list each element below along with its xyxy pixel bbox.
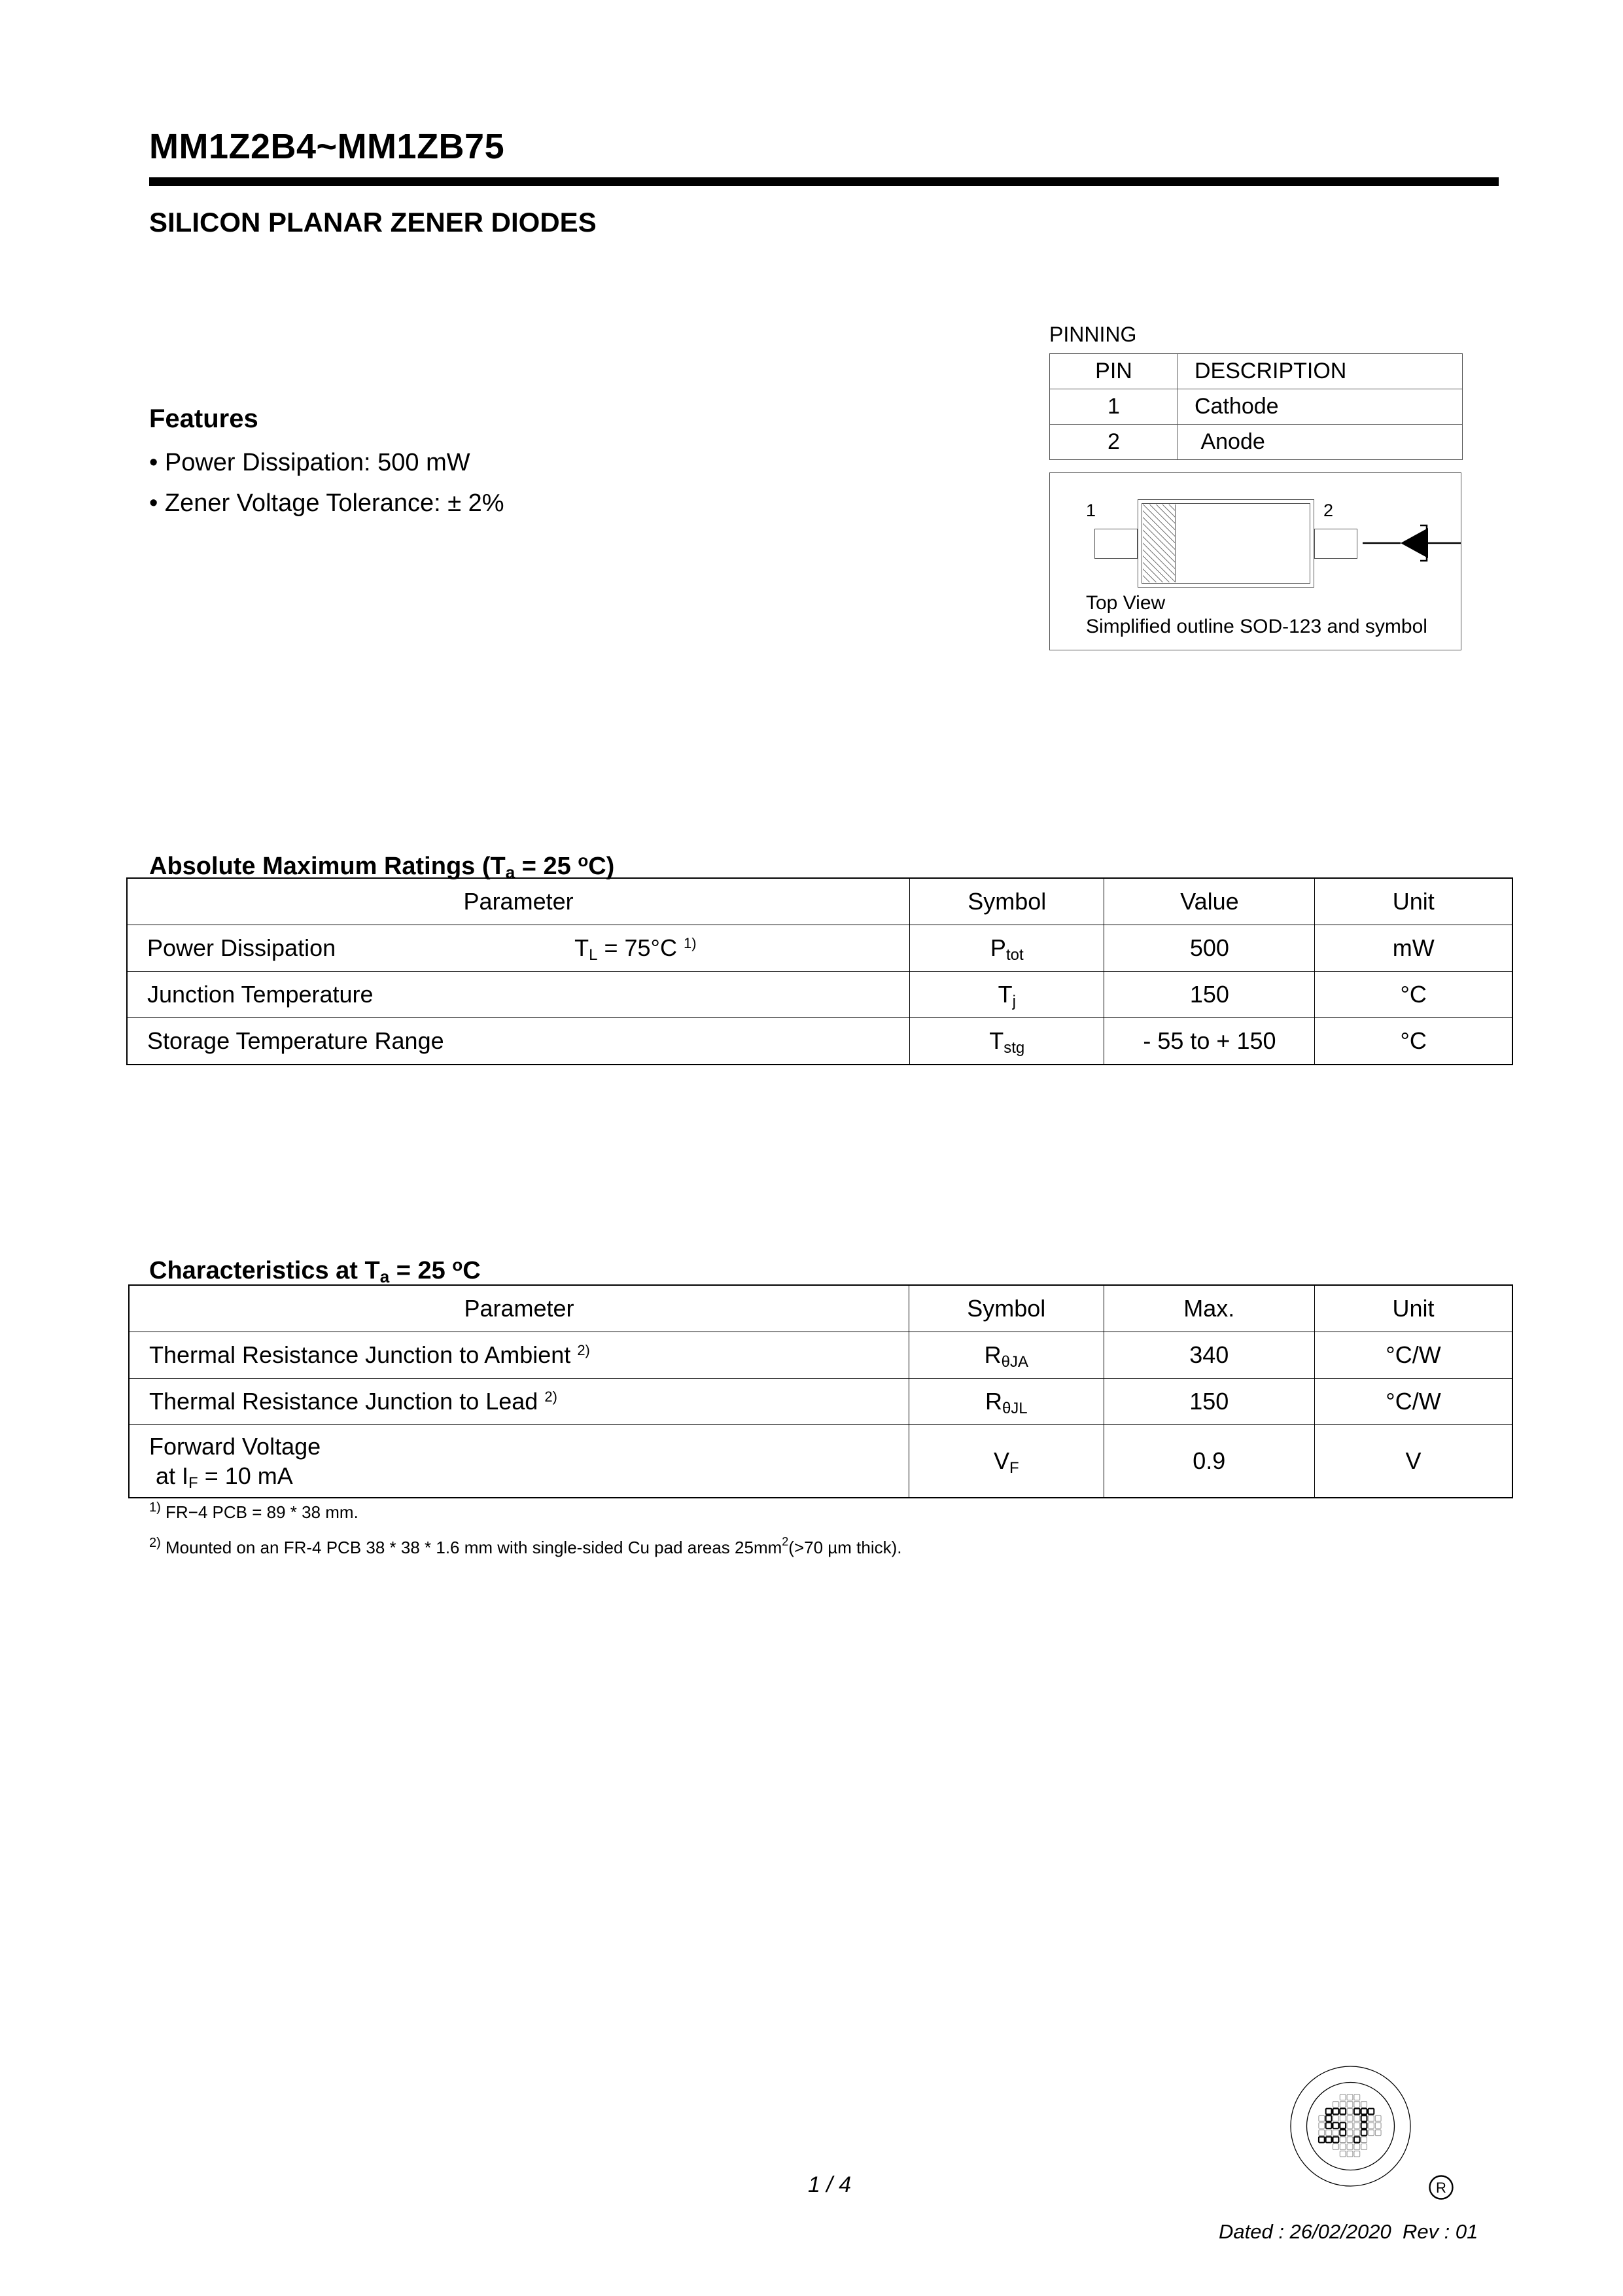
svg-text:R: R	[1436, 2180, 1446, 2196]
